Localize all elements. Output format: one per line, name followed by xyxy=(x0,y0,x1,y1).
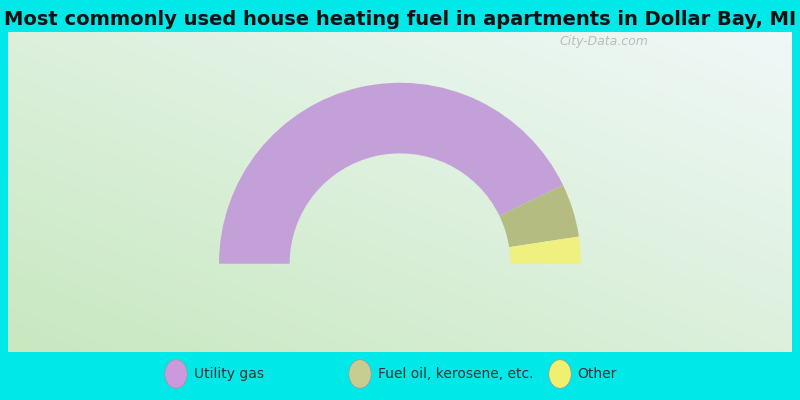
Wedge shape xyxy=(219,83,563,264)
Text: Utility gas: Utility gas xyxy=(194,367,264,381)
Ellipse shape xyxy=(549,360,571,388)
Text: Most commonly used house heating fuel in apartments in Dollar Bay, MI: Most commonly used house heating fuel in… xyxy=(4,10,796,29)
Wedge shape xyxy=(499,185,579,247)
Text: City-Data.com: City-Data.com xyxy=(560,35,649,48)
Wedge shape xyxy=(509,236,581,264)
Ellipse shape xyxy=(349,360,371,388)
Text: Fuel oil, kerosene, etc.: Fuel oil, kerosene, etc. xyxy=(378,367,533,381)
Ellipse shape xyxy=(165,360,187,388)
Text: Other: Other xyxy=(578,367,617,381)
